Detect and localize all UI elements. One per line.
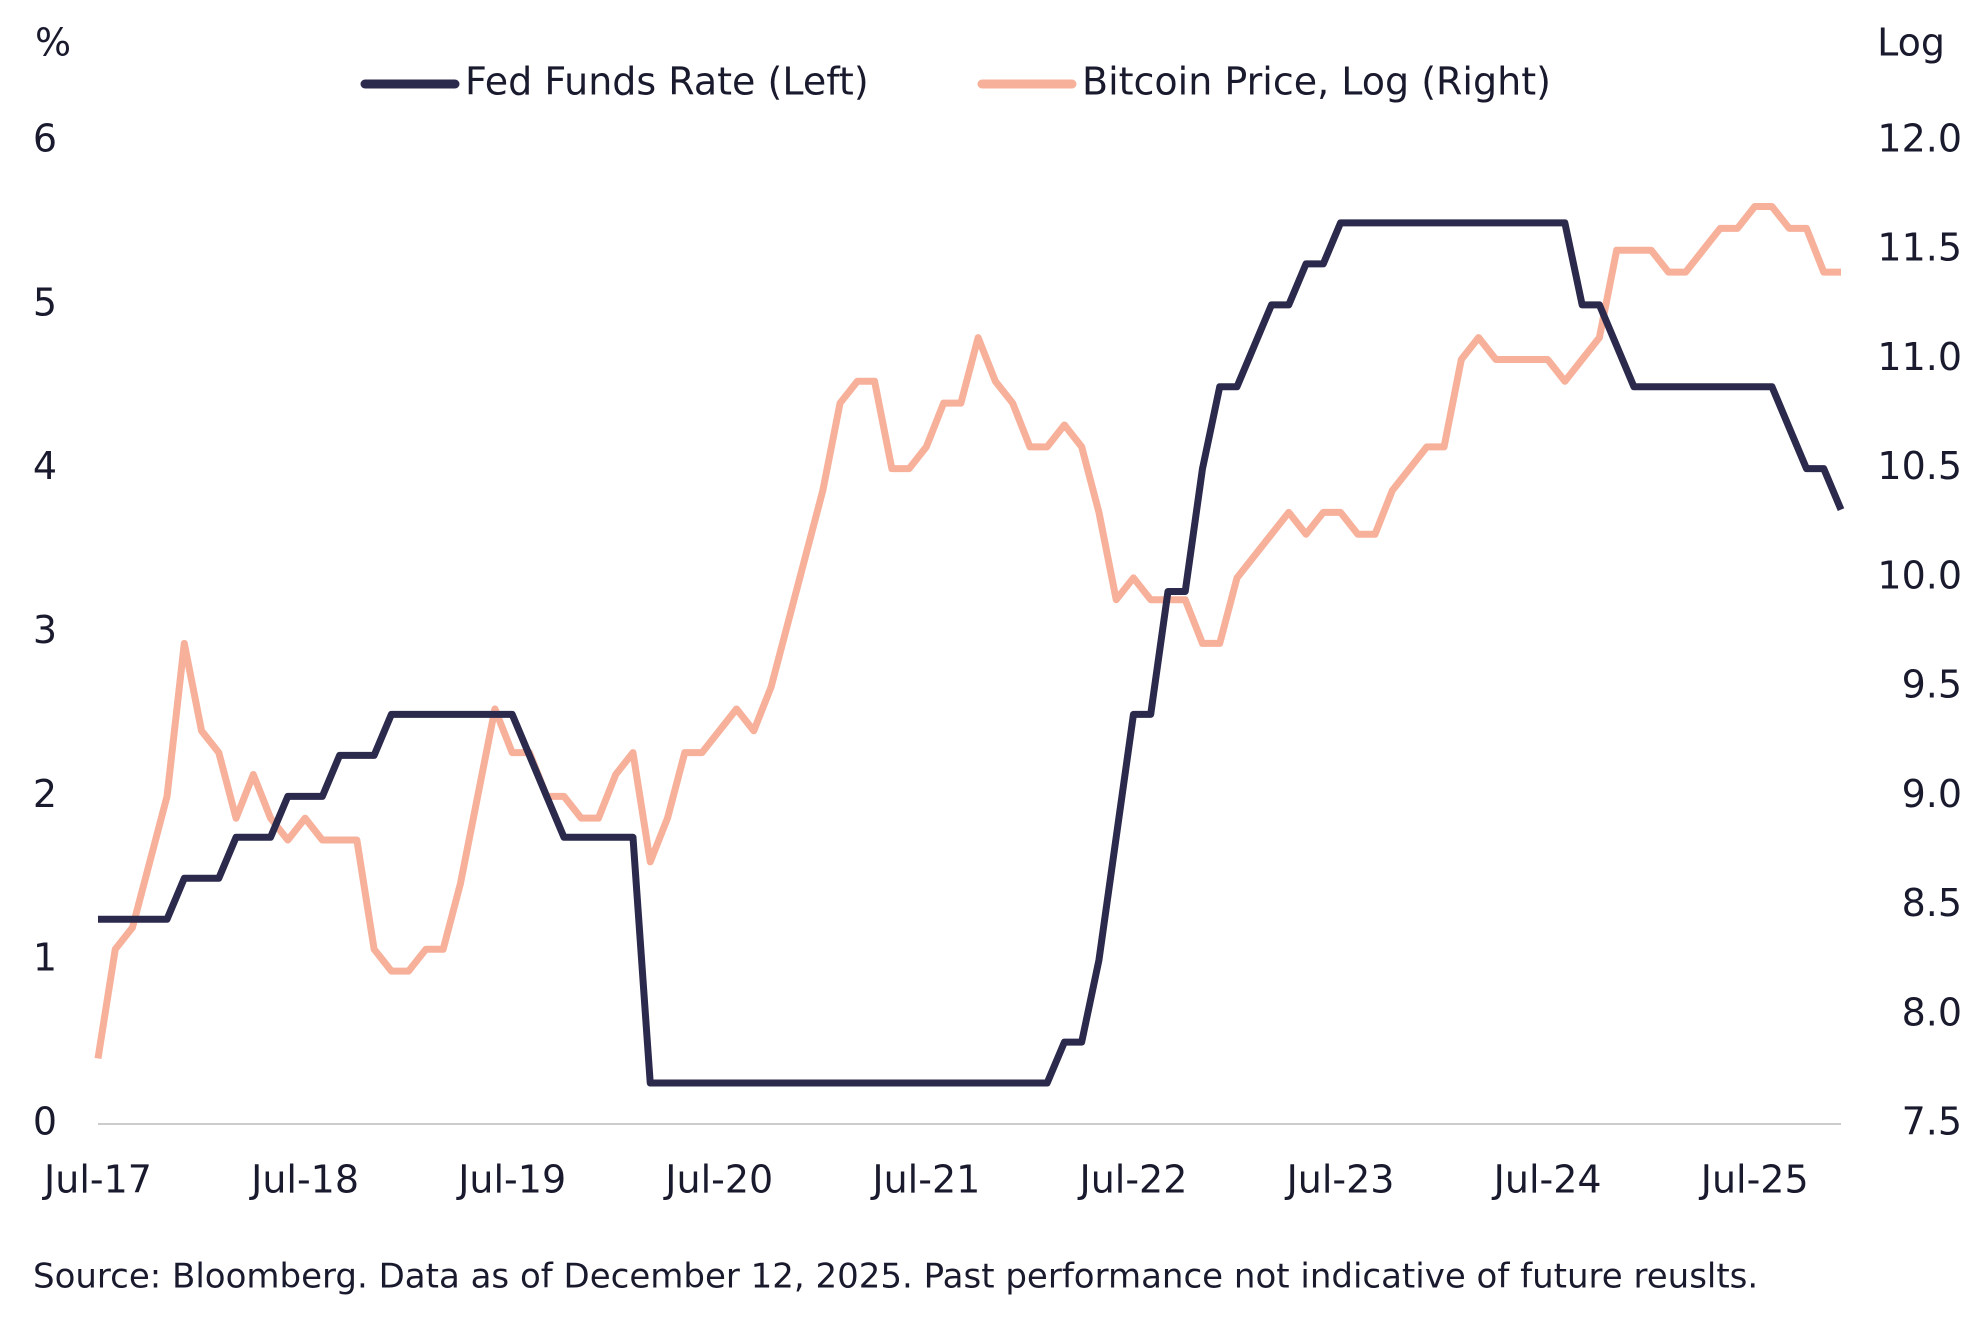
y2-tick-label: 11.5 xyxy=(1877,226,1962,270)
y-axis-label: % xyxy=(35,21,71,65)
x-tick-label: Jul-22 xyxy=(1077,1158,1187,1202)
y2-tick-label: 8.0 xyxy=(1902,990,1962,1034)
y2-tick-label: 9.5 xyxy=(1902,663,1962,707)
y-tick-label: 5 xyxy=(33,280,57,324)
x-tick-label: Jul-18 xyxy=(249,1158,359,1202)
y-tick-label: 6 xyxy=(33,117,57,161)
y2-tick-label: 11.0 xyxy=(1877,335,1962,379)
x-tick-label: Jul-17 xyxy=(42,1158,152,1202)
y2-axis-label: Log xyxy=(1877,21,1945,65)
legend-label: Bitcoin Price, Log (Right) xyxy=(1082,60,1551,104)
y-tick-label: 4 xyxy=(33,444,57,488)
y-tick-label: 1 xyxy=(33,936,57,980)
source-note: Source: Bloomberg. Data as of December 1… xyxy=(33,1257,1758,1297)
legend-label: Fed Funds Rate (Left) xyxy=(465,60,869,104)
series-line xyxy=(98,219,1845,1087)
y2-tick-label: 10.5 xyxy=(1877,444,1962,488)
y-tick-label: 0 xyxy=(33,1100,57,1144)
x-tick-label: Jul-25 xyxy=(1699,1158,1809,1202)
y2-tick-label: 10.0 xyxy=(1877,553,1962,597)
y-tick-label: 2 xyxy=(33,772,57,816)
x-tick-label: Jul-19 xyxy=(456,1158,566,1202)
x-tick-label: Jul-23 xyxy=(1285,1158,1395,1202)
y-tick-label: 3 xyxy=(33,608,57,652)
x-tick-label: Jul-20 xyxy=(663,1158,773,1202)
y2-tick-label: 8.5 xyxy=(1902,881,1962,925)
x-tick-label: Jul-24 xyxy=(1492,1158,1602,1202)
y2-tick-label: 7.5 xyxy=(1902,1100,1962,1144)
y2-tick-label: 12.0 xyxy=(1877,117,1962,161)
x-tick-label: Jul-21 xyxy=(870,1158,980,1202)
series-line xyxy=(94,203,1841,1060)
y2-tick-label: 9.0 xyxy=(1902,772,1962,816)
